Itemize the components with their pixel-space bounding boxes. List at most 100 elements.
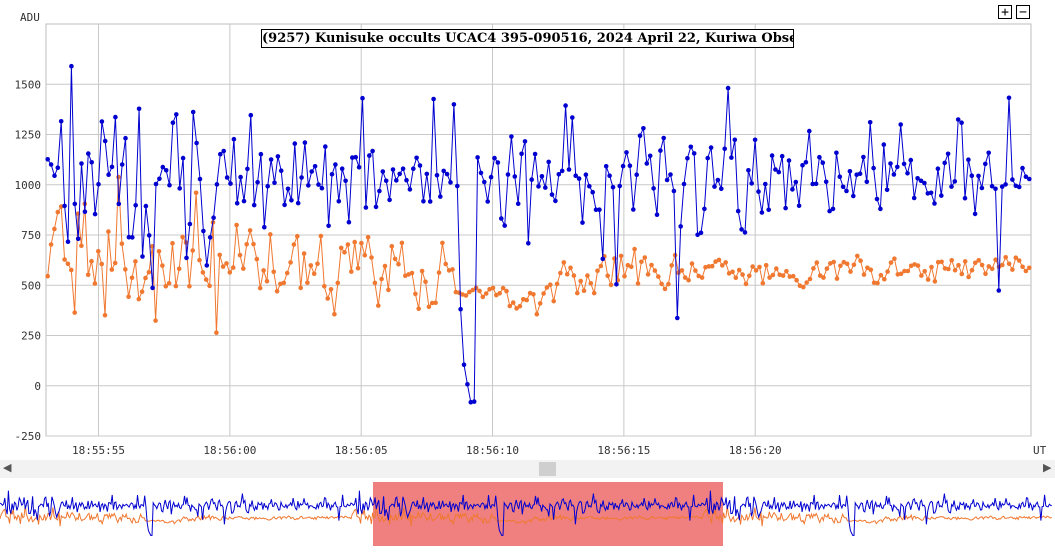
data-point-0 (282, 202, 287, 208)
data-point-0 (769, 153, 775, 158)
horizontal-scrollbar[interactable]: ◀ ▶ (0, 460, 1055, 478)
data-point-1 (443, 261, 449, 267)
data-point-1 (413, 291, 418, 297)
data-point-0 (563, 103, 568, 108)
data-point-1 (234, 222, 239, 228)
data-point-0 (603, 164, 609, 169)
data-point-0 (387, 197, 392, 203)
data-point-1 (85, 272, 91, 278)
data-point-1 (332, 311, 337, 317)
data-point-1 (305, 280, 310, 286)
data-point-1 (743, 281, 749, 287)
data-point-1 (858, 258, 863, 264)
data-point-0 (163, 168, 169, 173)
data-point-0 (739, 227, 744, 232)
data-point-1 (470, 287, 476, 293)
data-point-0 (895, 164, 900, 170)
data-point-0 (976, 173, 981, 179)
data-point-0 (363, 205, 369, 210)
data-point-0 (106, 172, 111, 177)
scroll-left-icon[interactable]: ◀ (3, 461, 12, 474)
data-point-1 (578, 278, 583, 284)
data-point-1 (166, 281, 172, 286)
data-point-0 (729, 155, 734, 160)
data-point-0 (258, 151, 264, 157)
data-point-1 (568, 265, 573, 271)
data-point-0 (712, 184, 717, 189)
zoom-out-button[interactable]: − (1016, 5, 1030, 19)
data-point-1 (942, 266, 948, 271)
data-point-0 (255, 179, 260, 185)
data-point-0 (942, 160, 947, 166)
data-point-0 (143, 203, 149, 209)
data-point-0 (857, 171, 863, 176)
data-point-0 (543, 185, 548, 190)
x-tick-label: 18:56:05 (335, 444, 388, 457)
data-point-1 (814, 260, 820, 265)
data-point-1 (497, 291, 503, 296)
data-point-0 (292, 141, 298, 146)
data-point-0 (800, 163, 805, 168)
data-point-1 (524, 297, 529, 303)
data-point-1 (392, 256, 398, 262)
data-point-0 (336, 199, 342, 204)
data-point-0 (326, 223, 331, 229)
data-point-1 (193, 190, 199, 196)
data-point-1 (362, 253, 368, 258)
data-point-1 (693, 268, 698, 273)
data-point-1 (190, 248, 195, 253)
data-point-0 (664, 177, 670, 183)
data-point-1 (699, 275, 705, 280)
data-point-1 (575, 290, 580, 296)
data-point-0 (265, 183, 271, 189)
data-point-0 (397, 171, 403, 177)
data-point-1 (55, 209, 61, 215)
data-point-0 (810, 181, 815, 187)
data-point-1 (102, 312, 108, 318)
data-point-0 (55, 165, 61, 170)
data-point-1 (369, 255, 374, 260)
overview-navigator[interactable] (0, 480, 1055, 548)
data-point-1 (537, 301, 543, 306)
data-point-1 (811, 266, 816, 271)
data-point-0 (180, 155, 186, 161)
data-point-1 (494, 292, 499, 298)
y-tick-label: 500 (21, 279, 41, 292)
data-point-0 (867, 120, 873, 125)
data-point-1 (156, 249, 162, 254)
data-point-0 (752, 137, 758, 143)
data-point-1 (119, 241, 125, 246)
data-point-1 (298, 285, 304, 291)
data-point-0 (79, 161, 84, 166)
zoom-in-button[interactable]: + (998, 5, 1012, 19)
data-point-0 (214, 182, 220, 187)
data-point-0 (102, 138, 108, 144)
data-point-1 (281, 280, 287, 286)
data-point-1 (379, 276, 384, 282)
data-point-1 (372, 280, 378, 286)
x-axis-label: UT (1033, 444, 1047, 457)
data-point-0 (878, 206, 883, 212)
data-point-1 (757, 264, 762, 270)
data-point-1 (315, 261, 320, 267)
data-point-0 (979, 185, 985, 191)
data-point-1 (763, 262, 769, 268)
data-point-1 (544, 285, 550, 290)
scroll-right-icon[interactable]: ▶ (1043, 461, 1052, 474)
data-point-0 (190, 109, 196, 115)
data-point-1 (433, 300, 438, 306)
data-point-0 (864, 179, 870, 185)
data-point-1 (618, 253, 624, 259)
data-point-0 (749, 181, 754, 186)
data-point-1 (713, 259, 718, 264)
x-tick-label: 18:56:20 (729, 444, 782, 457)
data-point-0 (807, 128, 812, 134)
data-point-0 (427, 199, 433, 204)
data-point-0 (722, 146, 727, 152)
series-line-1 (47, 177, 1030, 333)
scroll-thumb[interactable] (539, 462, 556, 476)
data-point-0 (333, 162, 338, 167)
data-point-0 (759, 210, 765, 215)
y-tick-label: 1250 (15, 129, 42, 142)
data-point-1 (591, 290, 597, 296)
